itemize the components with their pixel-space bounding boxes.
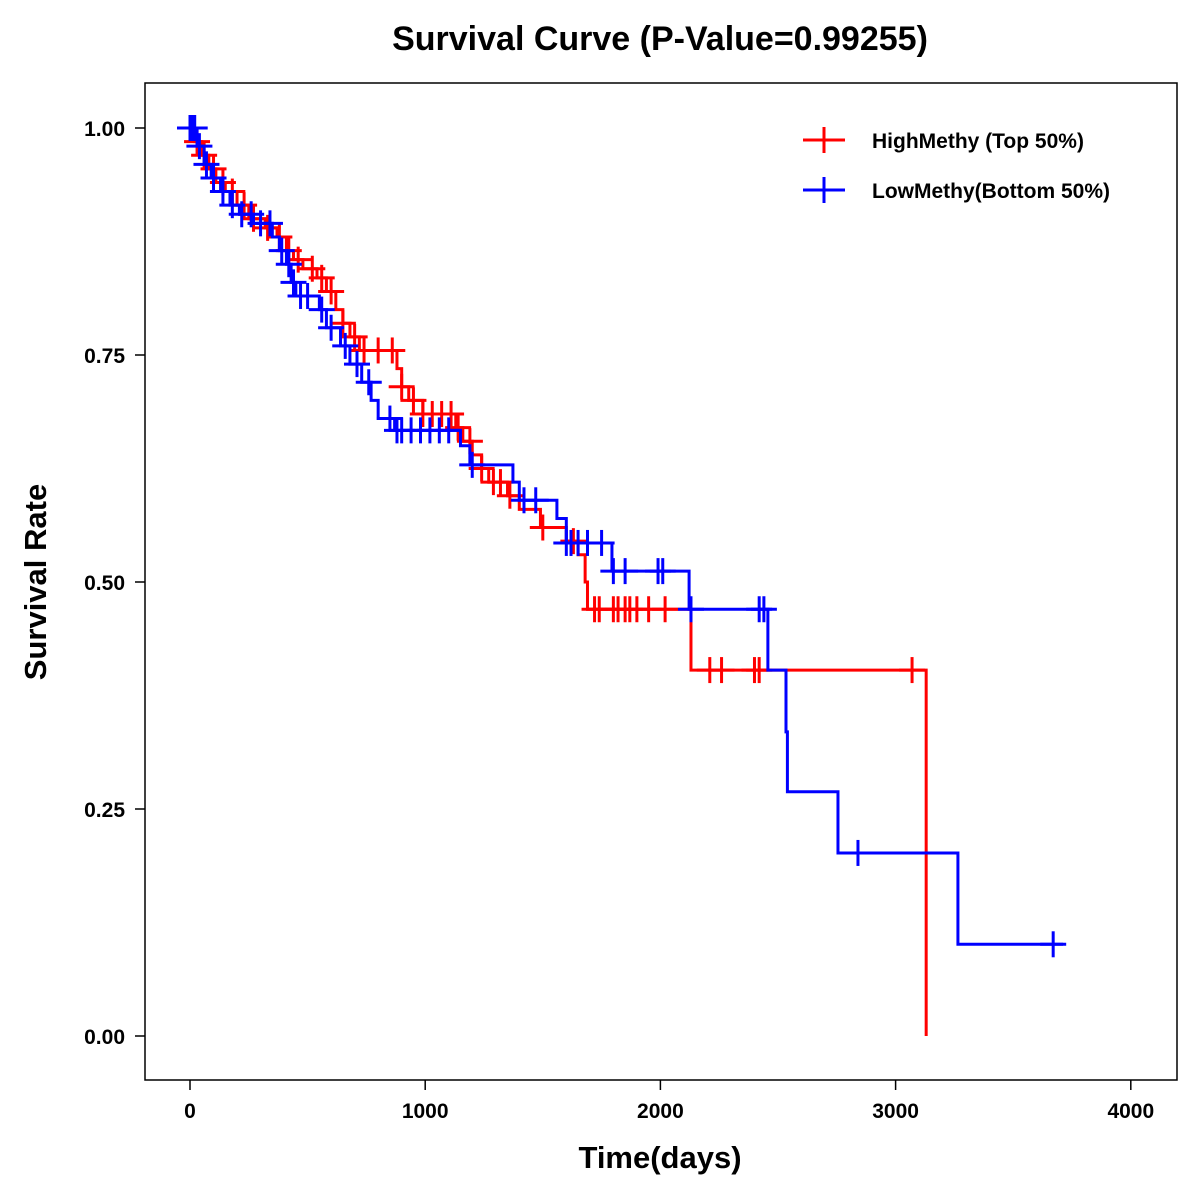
censor-mark	[256, 210, 283, 237]
censor-mark	[388, 373, 415, 400]
censor-mark	[459, 451, 486, 478]
censor-mark	[308, 264, 335, 291]
censor-mark	[294, 282, 321, 309]
y-tick-label: 0.00	[84, 1026, 125, 1049]
censor-mark	[379, 337, 406, 364]
plot-frame	[144, 82, 1178, 1081]
y-axis-label: Survival Rate	[18, 484, 53, 680]
censor-mark	[677, 596, 704, 623]
censor-mark	[844, 839, 871, 866]
censor-mark	[209, 178, 236, 205]
censor-mark	[435, 417, 462, 444]
censor-mark	[588, 529, 615, 556]
censor-mark	[308, 296, 335, 323]
survival-curve-low	[190, 126, 1064, 946]
censor-mark	[1040, 931, 1067, 958]
censor-mark	[438, 401, 465, 428]
censor-mark	[329, 310, 356, 337]
legend-item-high: HighMethy (Top 50%)	[803, 127, 1084, 153]
censor-mark	[487, 469, 514, 496]
censor-mark	[280, 269, 307, 296]
legend-label: HighMethy (Top 50%)	[872, 130, 1084, 153]
censor-mark	[200, 164, 227, 191]
censor-mark	[708, 657, 735, 684]
legend-label: LowMethy(Bottom 50%)	[872, 180, 1110, 203]
censor-mark	[649, 558, 676, 585]
censor-mark	[186, 133, 213, 160]
y-axis: 0.00 0.25 0.50 0.75 1.00	[84, 118, 145, 1049]
y-tick-label: 0.50	[84, 572, 125, 595]
censor-mark	[318, 314, 345, 341]
curves	[177, 115, 1067, 1036]
x-axis: 0 1000 2000 3000 4000	[184, 1080, 1154, 1123]
censor-mark	[560, 528, 587, 555]
censor-mark	[193, 151, 220, 178]
x-axis-label: Time(days)	[578, 1140, 741, 1175]
censor-mark	[181, 115, 208, 141]
censor-mark	[522, 487, 549, 514]
censor-mark	[332, 332, 359, 359]
x-tick-label: 3000	[872, 1100, 919, 1123]
legend-item-low: LowMethy(Bottom 50%)	[803, 177, 1110, 203]
y-tick-label: 0.25	[84, 799, 125, 822]
censor-mark	[343, 351, 370, 378]
censor-mark	[750, 596, 777, 623]
legend: HighMethy (Top 50%) LowMethy(Bottom 50%)	[803, 127, 1110, 203]
censor-mark	[400, 387, 427, 414]
censor-mark	[529, 514, 556, 541]
chart-title: Survival Curve (P-Value=0.99255)	[392, 20, 928, 58]
censor-mark	[652, 596, 679, 623]
x-tick-label: 0	[184, 1100, 196, 1123]
x-tick-label: 2000	[637, 1100, 684, 1123]
y-tick-label: 0.75	[84, 345, 125, 368]
x-tick-label: 4000	[1107, 1100, 1154, 1123]
censor-mark	[275, 251, 302, 278]
censor-mark	[318, 278, 345, 305]
censor-mark	[268, 237, 295, 264]
x-tick-label: 1000	[402, 1100, 449, 1123]
censor-mark	[899, 657, 926, 684]
censor-mark	[355, 369, 382, 396]
censor-mark	[612, 558, 639, 585]
censor-mark	[376, 405, 403, 432]
y-tick-label: 1.00	[84, 118, 125, 141]
